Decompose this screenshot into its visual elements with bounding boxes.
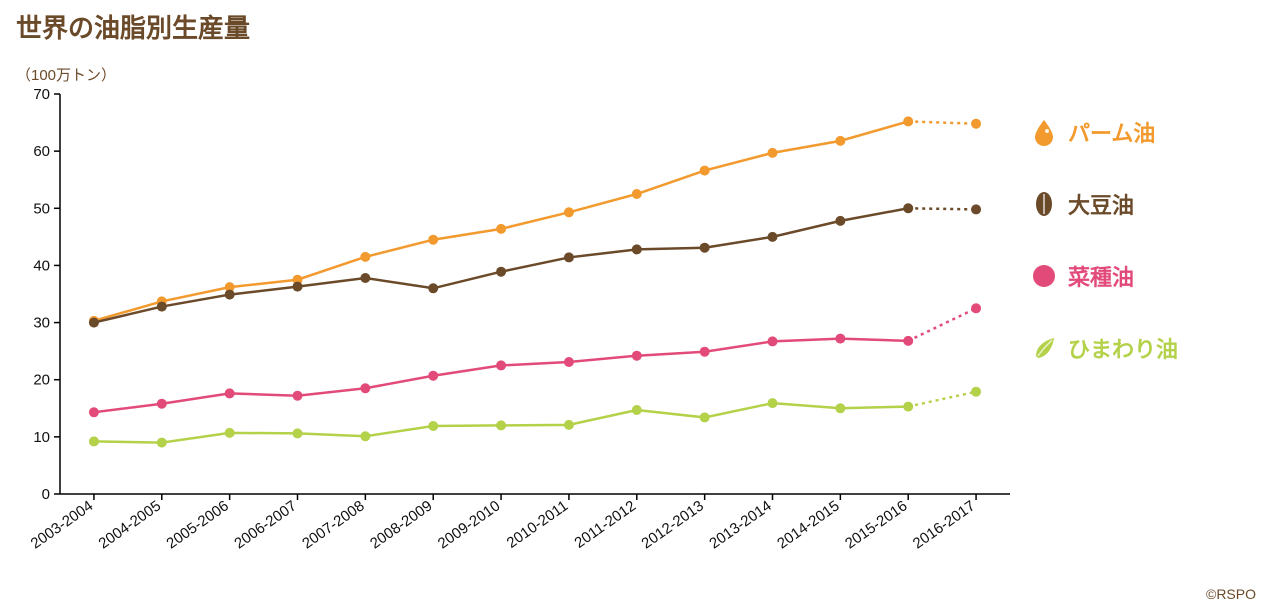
- chart-svg: 0 10 20 30 40 50 60 70 2003-20042004-20052005-20…: [20, 84, 1020, 584]
- chart-area: 0 10 20 30 40 50 60 70 2003-20042004-20052005-20…: [20, 84, 1020, 584]
- leaf-icon: [1030, 334, 1058, 362]
- series-marker-soy: [225, 290, 235, 300]
- series-marker-rapeseed: [157, 399, 167, 409]
- x-tick-label: 2016-2017: [910, 497, 979, 552]
- x-tick-label: 2009-2010: [435, 497, 504, 552]
- series-marker-soy: [89, 318, 99, 328]
- x-tick-label: 2010-2011: [504, 497, 572, 551]
- series-marker-rapeseed: [428, 371, 438, 381]
- series-line-soy-projected: [908, 208, 976, 209]
- y-axis-label: （100万トン）: [16, 64, 116, 85]
- x-tick-label: 2003-2004: [28, 497, 97, 552]
- x-tick-label: 2007-2008: [299, 497, 368, 552]
- series-marker-palm: [700, 166, 710, 176]
- circle-icon: [1030, 262, 1058, 290]
- series-marker-rapeseed: [293, 391, 303, 401]
- series-marker-soy: [157, 302, 167, 312]
- series-line-palm-projected: [908, 121, 976, 123]
- chart-title: 世界の油脂別生産量: [16, 8, 250, 45]
- series-marker-soy: [700, 243, 710, 253]
- series-marker-soy: [564, 252, 574, 262]
- series-marker-rapeseed: [632, 351, 642, 361]
- series-marker-sunflower: [768, 398, 778, 408]
- x-tick-label: 2013-2014: [706, 497, 775, 552]
- series-marker-palm: [360, 252, 370, 262]
- legend-item-rapeseed: 菜種油: [1030, 240, 1260, 312]
- series-marker-soy: [768, 232, 778, 242]
- series-marker-sunflower: [225, 428, 235, 438]
- x-tick-label: 2005-2006: [163, 497, 232, 552]
- series-marker-rapeseed: [564, 357, 574, 367]
- series-line-rapeseed-projected: [908, 308, 976, 341]
- y-tick-label: 60: [33, 143, 50, 160]
- x-tick-label: 2012-2013: [638, 497, 707, 552]
- series-marker-sunflower: [632, 405, 642, 415]
- x-tick-label: 2014-2015: [774, 497, 843, 552]
- series-marker-soy: [903, 203, 913, 213]
- series-marker-palm: [768, 148, 778, 158]
- series-marker-palm: [632, 189, 642, 199]
- bean-icon: [1030, 190, 1058, 218]
- series-marker-sunflower: [700, 412, 710, 422]
- x-tick-label: 2006-2007: [231, 497, 300, 552]
- series-marker-sunflower: [360, 431, 370, 441]
- series-marker-soy: [293, 282, 303, 292]
- series-marker-soy: [835, 216, 845, 226]
- legend-label: パーム油: [1068, 116, 1155, 148]
- legend-item-soy: 大豆油: [1030, 168, 1260, 240]
- x-tick-label: 2011-2012: [571, 497, 639, 551]
- series-marker-rapeseed: [360, 383, 370, 393]
- droplet-icon: [1030, 118, 1058, 146]
- y-tick-label: 20: [33, 372, 50, 389]
- series-marker-sunflower: [293, 428, 303, 438]
- series-marker-sunflower: [89, 436, 99, 446]
- series-marker-soy: [632, 244, 642, 254]
- page-root: 世界の油脂別生産量 （100万トン） 0 10 20 30 40 50 60 70 2003-2…: [0, 0, 1268, 610]
- series-marker-sunflower: [157, 438, 167, 448]
- series-marker-palm: [428, 235, 438, 245]
- copyright-label: ©RSPO: [1206, 586, 1256, 602]
- y-tick-label: 40: [33, 257, 50, 274]
- series-marker-soy: [496, 267, 506, 277]
- series-marker-sunflower: [903, 402, 913, 412]
- series-marker-rapeseed: [496, 360, 506, 370]
- series-marker-sunflower: [835, 403, 845, 413]
- x-tick-label: 2015-2016: [842, 497, 911, 552]
- series-line-sunflower-projected: [908, 392, 976, 407]
- series-marker-sunflower: [564, 420, 574, 430]
- series-marker-palm: [496, 224, 506, 234]
- y-tick-label: 50: [33, 200, 50, 217]
- series-marker-rapeseed: [700, 347, 710, 357]
- series-marker-sunflower: [496, 420, 506, 430]
- y-tick-label: 10: [33, 429, 50, 446]
- series-marker-soy: [360, 273, 370, 283]
- y-tick-label: 0: [42, 486, 50, 503]
- series-marker-palm: [903, 116, 913, 126]
- x-tick-label: 2008-2009: [367, 497, 436, 552]
- series-marker-soy: [971, 204, 981, 214]
- series-marker-palm: [564, 207, 574, 217]
- series-line-rapeseed: [94, 339, 908, 413]
- legend: パーム油大豆油菜種油ひまわり油: [1030, 96, 1260, 384]
- y-tick-label: 70: [33, 86, 50, 103]
- series-marker-sunflower: [428, 421, 438, 431]
- legend-label: 菜種油: [1068, 260, 1134, 292]
- legend-item-sunflower: ひまわり油: [1030, 312, 1260, 384]
- series-line-palm: [94, 121, 908, 320]
- series-marker-soy: [428, 283, 438, 293]
- series-marker-sunflower: [971, 387, 981, 397]
- series-marker-palm: [835, 136, 845, 146]
- series-marker-palm: [971, 119, 981, 129]
- series-marker-rapeseed: [225, 388, 235, 398]
- legend-label: ひまわり油: [1068, 332, 1178, 364]
- series-marker-rapeseed: [768, 336, 778, 346]
- series-marker-rapeseed: [971, 303, 981, 313]
- legend-item-palm: パーム油: [1030, 96, 1260, 168]
- legend-label: 大豆油: [1068, 188, 1134, 220]
- y-tick-label: 30: [33, 315, 50, 332]
- series-marker-rapeseed: [835, 334, 845, 344]
- series-marker-rapeseed: [89, 407, 99, 417]
- series-marker-rapeseed: [903, 336, 913, 346]
- x-tick-label: 2004-2005: [96, 497, 165, 552]
